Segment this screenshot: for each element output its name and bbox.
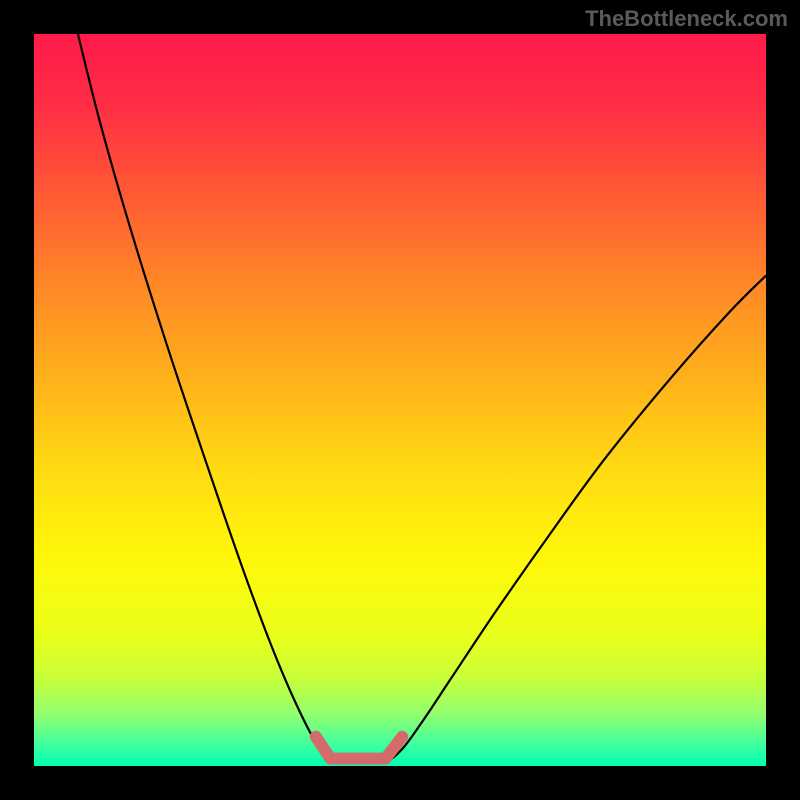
curve-line: [78, 34, 766, 763]
bottleneck-highlight: [316, 737, 402, 759]
plot-area: [34, 34, 766, 766]
bottleneck-curve: [34, 34, 766, 766]
watermark-text: TheBottleneck.com: [585, 6, 788, 32]
